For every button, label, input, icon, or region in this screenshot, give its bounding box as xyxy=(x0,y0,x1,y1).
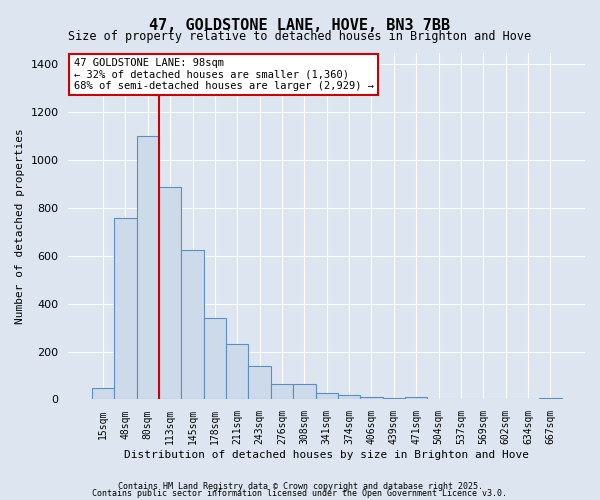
Bar xyxy=(293,384,316,400)
Y-axis label: Number of detached properties: Number of detached properties xyxy=(15,128,25,324)
X-axis label: Distribution of detached houses by size in Brighton and Hove: Distribution of detached houses by size … xyxy=(124,450,529,460)
Bar xyxy=(248,366,271,400)
Bar xyxy=(137,136,159,400)
Bar xyxy=(405,397,427,400)
Bar xyxy=(383,398,405,400)
Bar xyxy=(338,395,360,400)
Text: Size of property relative to detached houses in Brighton and Hove: Size of property relative to detached ho… xyxy=(68,30,532,43)
Bar xyxy=(92,388,114,400)
Text: 47 GOLDSTONE LANE: 98sqm
← 32% of detached houses are smaller (1,360)
68% of sem: 47 GOLDSTONE LANE: 98sqm ← 32% of detach… xyxy=(74,58,374,91)
Text: Contains HM Land Registry data © Crown copyright and database right 2025.: Contains HM Land Registry data © Crown c… xyxy=(118,482,482,491)
Bar xyxy=(159,186,181,400)
Bar xyxy=(539,398,562,400)
Bar xyxy=(360,397,383,400)
Bar xyxy=(226,344,248,400)
Text: Contains public sector information licensed under the Open Government Licence v3: Contains public sector information licen… xyxy=(92,489,508,498)
Text: 47, GOLDSTONE LANE, HOVE, BN3 7BB: 47, GOLDSTONE LANE, HOVE, BN3 7BB xyxy=(149,18,451,32)
Bar xyxy=(114,218,137,400)
Bar xyxy=(316,393,338,400)
Bar xyxy=(181,250,204,400)
Bar xyxy=(204,318,226,400)
Bar xyxy=(271,384,293,400)
